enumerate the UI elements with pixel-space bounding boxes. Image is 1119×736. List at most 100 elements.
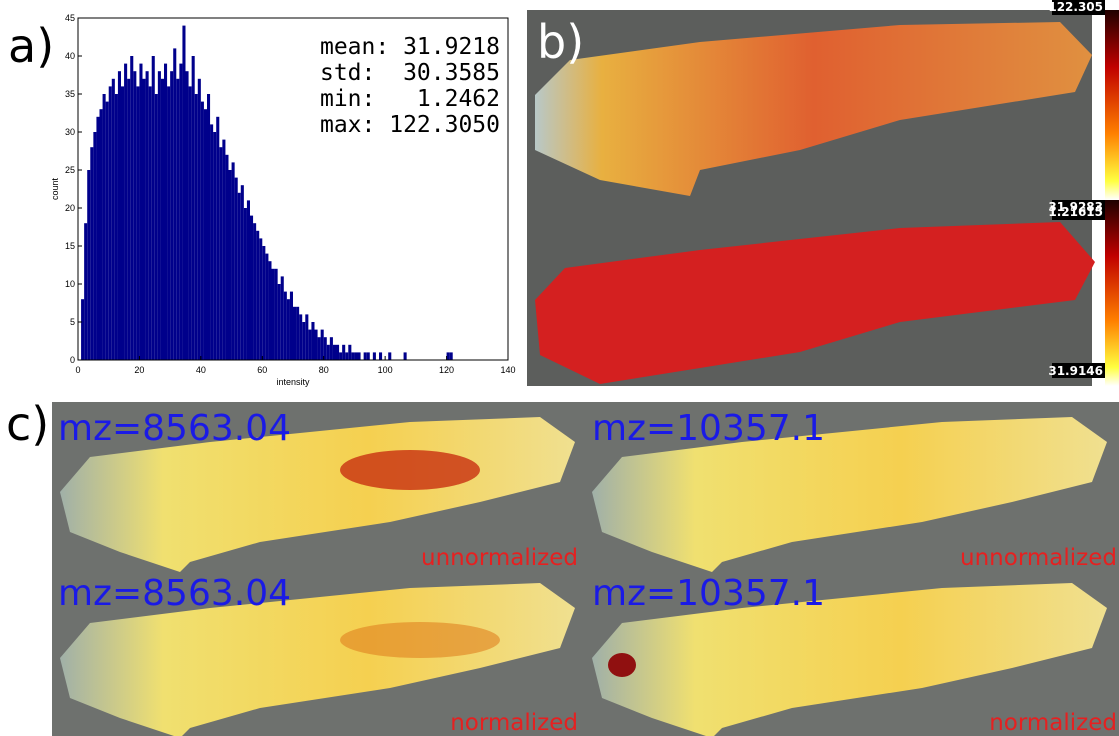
panel-label: c)	[6, 397, 49, 451]
bar	[194, 94, 198, 360]
bar	[142, 78, 146, 361]
tissue-image	[535, 222, 1095, 384]
image-note: unnormalized	[421, 545, 578, 571]
bar	[280, 276, 284, 360]
y-tick-label: 35	[65, 89, 75, 99]
colorbar	[1105, 200, 1119, 386]
bar	[329, 337, 333, 360]
bar	[259, 238, 263, 360]
colorbar-min: 1.21615	[1048, 205, 1103, 219]
bar	[283, 291, 287, 360]
bar	[250, 215, 254, 360]
bar	[108, 86, 112, 361]
bar	[253, 223, 257, 360]
bar	[182, 25, 186, 360]
bar	[136, 86, 140, 361]
x-tick-label: 40	[196, 365, 206, 375]
bar	[213, 132, 217, 360]
bar	[354, 352, 358, 360]
bar	[90, 147, 94, 360]
bar	[265, 253, 269, 360]
bar	[299, 314, 303, 360]
stat-annotation: std: 30.3585	[320, 60, 500, 86]
bar	[197, 78, 201, 361]
image-note: unnormalized	[960, 545, 1117, 571]
bar	[403, 352, 407, 360]
bar	[311, 322, 315, 360]
stat-annotation: max: 122.3050	[320, 112, 500, 138]
colorbar-max: 31.9283	[1048, 200, 1103, 214]
bar	[219, 147, 223, 360]
bar	[348, 344, 352, 360]
bar	[81, 299, 85, 360]
y-tick-label: 40	[65, 51, 75, 61]
bar	[117, 71, 121, 360]
y-tick-label: 10	[65, 279, 75, 289]
mz-label: mz=8563.04	[58, 408, 291, 449]
y-tick-label: 20	[65, 203, 75, 213]
bar	[191, 56, 195, 360]
y-tick-label: 30	[65, 127, 75, 137]
panel-b: 122.305 1.21615 31.9283 31.9146 b)	[527, 0, 1119, 386]
x-tick-label: 80	[319, 365, 329, 375]
bar	[363, 352, 367, 360]
bar	[372, 352, 376, 360]
bar	[160, 78, 164, 361]
panel-label: a)	[8, 19, 54, 73]
bar	[379, 352, 383, 360]
bar	[302, 322, 306, 360]
bar	[114, 94, 118, 360]
x-tick-label: 120	[439, 365, 454, 375]
y-tick-label: 15	[65, 241, 75, 251]
bar	[124, 63, 128, 360]
bar	[446, 352, 450, 360]
bar	[130, 56, 134, 360]
bar	[203, 109, 207, 360]
bar	[231, 162, 235, 360]
bar	[237, 192, 241, 360]
bar	[314, 329, 318, 360]
bar	[243, 208, 247, 360]
image-note: normalized	[989, 710, 1117, 736]
bar	[234, 177, 238, 360]
bar	[154, 94, 158, 360]
bar	[339, 352, 343, 360]
bar	[308, 329, 312, 360]
panel-c: mz=8563.04 unnormalized mz=10357.1 unnor…	[52, 402, 1119, 736]
bar	[246, 200, 250, 360]
bar	[87, 170, 91, 360]
plot-frame	[77, 17, 509, 361]
bar	[210, 124, 214, 361]
bar	[164, 63, 168, 360]
bar	[332, 344, 336, 360]
image-note: normalized	[450, 710, 578, 736]
y-tick-label: 0	[70, 355, 75, 365]
bar	[268, 261, 272, 360]
y-axis-label: count	[50, 177, 60, 200]
colorbar-min: 31.9146	[1048, 364, 1103, 378]
bar	[170, 71, 174, 360]
bar	[296, 306, 300, 360]
bar	[145, 71, 149, 360]
mz-label: mz=10357.1	[592, 408, 825, 449]
bar	[289, 291, 293, 360]
bar	[225, 154, 229, 360]
bar	[345, 352, 349, 360]
mz-label: mz=10357.1	[592, 573, 825, 614]
stat-annotation: mean: 31.9218	[320, 34, 500, 60]
bar	[388, 352, 392, 360]
stat-annotation: min: 1.2462	[320, 86, 500, 112]
bar	[84, 223, 88, 360]
bar	[336, 344, 340, 360]
x-axis-label: intensity	[276, 377, 310, 387]
bar	[274, 268, 278, 360]
bar	[357, 352, 361, 360]
bar	[262, 246, 266, 360]
bar	[228, 170, 232, 360]
bar	[121, 86, 125, 361]
bar	[96, 116, 100, 360]
bar	[449, 352, 453, 360]
bar	[105, 101, 109, 360]
bar	[176, 78, 180, 361]
bar	[127, 78, 131, 361]
